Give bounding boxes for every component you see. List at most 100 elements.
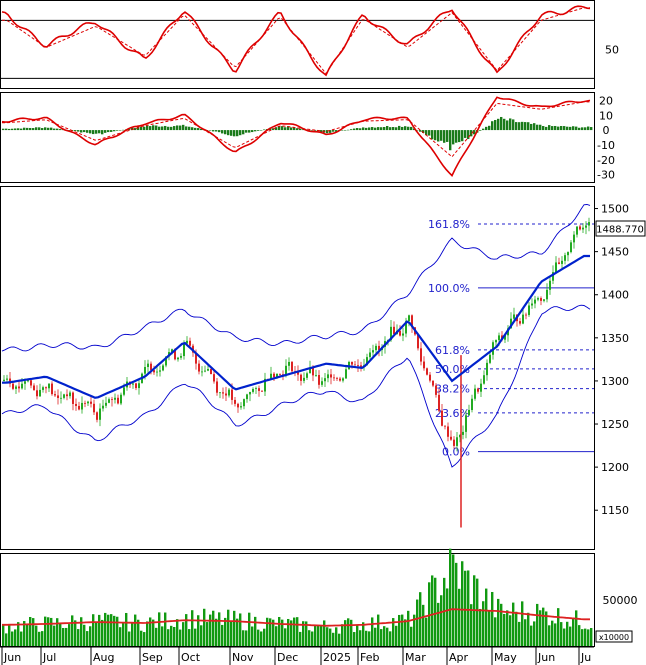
candle-body (90, 401, 92, 404)
volume-bar (5, 633, 8, 646)
panel-frames (0, 0, 595, 647)
macd-histogram-bar (383, 127, 386, 131)
macd-histogram-bar (80, 130, 83, 133)
candle-body (474, 388, 476, 399)
candle-body (441, 410, 443, 426)
candle-body (54, 394, 56, 396)
candle-body (177, 357, 179, 360)
macd-histogram-bar (152, 125, 155, 131)
candle-body (231, 389, 233, 400)
macd-histogram-bar (545, 126, 548, 131)
candle-body (189, 340, 191, 346)
volume-bar (320, 625, 323, 646)
candle-body (522, 314, 524, 324)
candle-body (120, 394, 122, 404)
candle-body (456, 437, 458, 446)
macd-histogram-bar (584, 127, 587, 131)
volume-bar (587, 629, 590, 646)
macd-histogram-bar (416, 129, 419, 131)
candle-body (30, 380, 32, 386)
volume-bar (224, 617, 227, 646)
volume-bar (56, 618, 59, 646)
macd-histogram-bar (320, 130, 323, 133)
fib-label: 100.0% (428, 282, 470, 295)
macd-histogram-bar (95, 130, 98, 134)
macd-histogram-bar (44, 127, 47, 131)
candle-body (219, 392, 221, 394)
volume-bar (521, 601, 524, 646)
volume-bar (83, 624, 86, 646)
macd-histogram-bar (377, 127, 380, 131)
candle-body (6, 378, 8, 380)
volume-bar (434, 577, 437, 646)
volume-bar (464, 570, 467, 646)
volume-bar (368, 631, 371, 646)
volume-bar (554, 623, 557, 646)
candle-body (150, 363, 152, 371)
volume-chart: 50000 (2, 548, 638, 646)
macd-histogram-bar (128, 129, 131, 131)
candle-body (279, 373, 281, 375)
volume-bar (80, 617, 83, 646)
volume-bar (440, 595, 443, 646)
price-tick-label: 1500 (601, 203, 629, 216)
moving-average-line (2, 254, 590, 399)
volume-unit-box: x10000 (595, 630, 633, 643)
macd-histogram-bar (401, 126, 404, 131)
volume-bar (131, 623, 134, 646)
candle-body (405, 321, 407, 334)
candle-body (228, 389, 230, 396)
macd-histogram-bar (155, 125, 158, 131)
macd-histogram-bar (509, 118, 512, 131)
candle-body (519, 321, 521, 324)
candle-body (96, 412, 98, 420)
candle-body (171, 349, 173, 353)
price-tick-label: 1150 (601, 504, 629, 517)
volume-bar (263, 628, 266, 646)
volume-bar (323, 620, 326, 646)
volume-bar (14, 629, 17, 646)
macd-histogram-bar (353, 128, 356, 131)
candle-body (99, 408, 101, 420)
volume-bar (53, 625, 56, 646)
stochastic-main-line (1, 5, 591, 77)
volume-bar (578, 625, 581, 646)
volume-bar (482, 601, 485, 646)
macd-histogram-bar (86, 130, 89, 133)
volume-bar (251, 626, 254, 646)
candle-body (213, 374, 215, 382)
volume-bar (590, 628, 593, 646)
macd-histogram-bar (395, 127, 398, 131)
volume-bar (17, 622, 20, 646)
volume-bar (365, 630, 368, 646)
macd-histogram-bar (215, 130, 218, 132)
candle-body (306, 373, 308, 378)
volume-bar (503, 613, 506, 646)
candle-body (72, 392, 74, 404)
volume-bar (455, 562, 458, 646)
macd-histogram-bar (227, 130, 230, 136)
x-axis-label: May (494, 651, 517, 664)
candle-body (453, 439, 455, 446)
candle-body (483, 375, 485, 384)
volume-bar (101, 619, 104, 646)
macd-histogram-bar (245, 130, 248, 133)
macd-histogram-bar (299, 128, 302, 131)
candle-body (564, 255, 566, 261)
volume-bar (428, 582, 431, 646)
volume-bar (560, 622, 563, 646)
candle-body (336, 377, 338, 379)
macd-histogram-bar (392, 127, 395, 131)
candle-body (132, 383, 134, 385)
macd-histogram-bar (371, 127, 374, 131)
candle-body (339, 378, 341, 381)
volume-bar (539, 610, 542, 646)
macd-histogram-bar (500, 116, 503, 131)
macd-histogram-bar (479, 130, 482, 131)
macd-histogram-bar (221, 130, 224, 134)
macd-histogram-bar (347, 129, 350, 131)
candle-body (198, 363, 200, 372)
candle-body (486, 362, 488, 376)
volume-bar (452, 554, 455, 646)
macd-histogram-bar (506, 120, 509, 131)
